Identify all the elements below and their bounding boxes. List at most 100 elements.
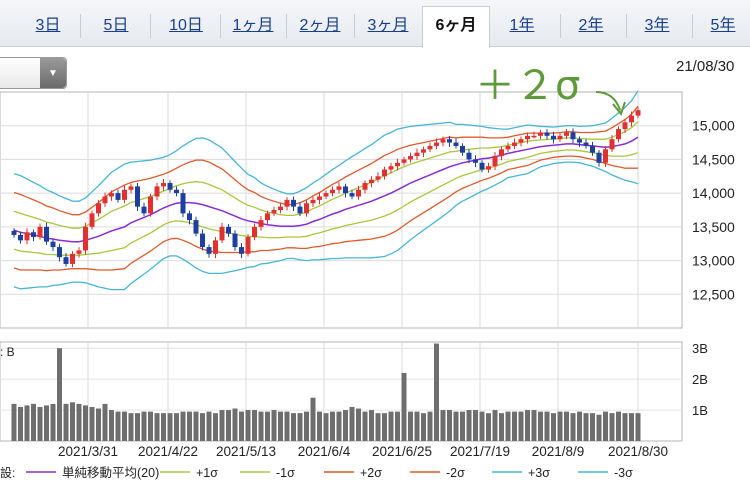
candle-body xyxy=(310,199,316,204)
candle-body xyxy=(122,189,127,200)
volume-bar xyxy=(245,410,251,441)
candle-body xyxy=(115,193,121,200)
price-tick-label: 14,000 xyxy=(692,185,735,201)
volume-bar xyxy=(213,413,218,441)
tab-1-year[interactable]: 1年 xyxy=(509,17,535,34)
volume-tick-label: 3B xyxy=(692,341,708,356)
candle-body xyxy=(434,142,439,146)
tab-5-days[interactable]: 5日 xyxy=(103,17,129,34)
candle-body xyxy=(629,115,634,123)
tab-3-days[interactable]: 3日 xyxy=(35,17,61,34)
tab-3-years[interactable]: 3年 xyxy=(644,17,670,34)
legend-label: -1σ xyxy=(276,466,295,480)
legend-label: +1σ xyxy=(196,466,218,480)
candle-body xyxy=(11,230,17,235)
candle-body xyxy=(128,186,134,190)
volume-bar xyxy=(421,413,426,441)
volume-bar xyxy=(388,411,394,441)
volume-bar xyxy=(635,413,641,441)
volume-bar xyxy=(89,406,95,441)
volume-bar xyxy=(167,413,173,441)
volume-bar xyxy=(590,413,595,441)
volume-bar xyxy=(356,408,361,441)
candle-body xyxy=(330,189,335,194)
chart-type-dropdown[interactable]: ▼ xyxy=(0,57,67,89)
candle-body xyxy=(551,135,556,140)
candle-body xyxy=(635,110,641,116)
legend-label: -2σ xyxy=(446,466,465,480)
date-axis: 2021/3/31 2021/4/22 2021/5/13 2021/6/4 2021/… xyxy=(58,444,668,459)
candle-body xyxy=(284,199,290,207)
candle-body xyxy=(525,135,530,140)
candle-body xyxy=(622,122,628,130)
volume-bar xyxy=(317,411,322,441)
volume-bar xyxy=(583,413,589,441)
dropdown-button[interactable]: ▼ xyxy=(40,58,66,88)
tab-5-years[interactable]: 5年 xyxy=(710,17,736,34)
volume-bar xyxy=(291,413,296,441)
volume-bar xyxy=(115,411,121,441)
volume-bar xyxy=(11,403,17,441)
volume-bar xyxy=(297,413,303,441)
candle-body xyxy=(271,210,277,214)
tab-3-months[interactable]: 3ヶ月 xyxy=(367,17,409,34)
date-tick-label: 2021/8/30 xyxy=(608,444,668,459)
volume-bar xyxy=(63,403,69,441)
volume-bar xyxy=(174,413,179,441)
volume-bar xyxy=(271,410,277,441)
volume-tick-label: 2B xyxy=(692,372,708,387)
tab-10-days[interactable]: 10日 xyxy=(169,17,203,34)
volume-bar xyxy=(154,413,160,441)
candle-body xyxy=(440,139,446,143)
volume-bar xyxy=(596,414,602,441)
volume-bar xyxy=(50,403,56,441)
volume-bar xyxy=(629,413,634,441)
tab-2-years[interactable]: 2年 xyxy=(578,17,604,34)
date-tick-label: 2021/4/22 xyxy=(138,444,198,459)
volume-bar xyxy=(304,411,309,441)
tab-separator xyxy=(692,14,693,38)
candle-body xyxy=(609,139,615,150)
volume-bar xyxy=(375,413,381,441)
price-tick-label: 13,500 xyxy=(692,219,735,235)
volume-bar xyxy=(258,411,264,441)
candle-body xyxy=(109,193,114,197)
candle-body xyxy=(323,193,329,197)
volume-bar xyxy=(161,413,166,441)
volume-bar xyxy=(622,413,628,441)
tab-1-month[interactable]: 1ヶ月 xyxy=(232,17,274,34)
volume-bar xyxy=(128,413,134,441)
tab-6-months[interactable]: 6ヶ月 xyxy=(422,6,490,48)
volume-bar xyxy=(83,405,88,441)
annotation-text: ＋２σ xyxy=(475,63,580,109)
candle-body xyxy=(89,213,95,227)
candle-body xyxy=(63,257,69,264)
candle-body xyxy=(167,183,173,190)
period-tab-bar: 3日 5日 10日 1ヶ月 2ヶ月 3ヶ月 6ヶ月 1年 2年 3年 5年 xyxy=(0,0,750,48)
legend-label: -3σ xyxy=(614,466,633,480)
volume-bar xyxy=(57,348,62,441)
volume-bar xyxy=(603,411,608,441)
volume-bar xyxy=(44,405,49,441)
volume-bar xyxy=(518,411,524,441)
volume-bar xyxy=(466,410,472,441)
volume-bar xyxy=(18,406,23,441)
volume-bar xyxy=(31,403,36,441)
volume-bar xyxy=(505,411,511,441)
volume-bar xyxy=(232,408,238,441)
annotation-arrow xyxy=(595,91,621,111)
volume-bar xyxy=(408,411,413,441)
volume-bar xyxy=(492,410,498,441)
candle-body xyxy=(466,152,472,160)
volume-bar xyxy=(414,411,420,441)
candle-body xyxy=(297,206,303,214)
candle-body xyxy=(265,213,270,221)
volume-bar xyxy=(37,406,43,441)
tab-2-months[interactable]: 2ヶ月 xyxy=(299,17,341,34)
candle-body xyxy=(564,132,569,136)
volume-bar xyxy=(453,411,459,441)
candle-body xyxy=(388,166,394,170)
volume-bar xyxy=(434,343,439,441)
legend-label: 単純移動平均(20) xyxy=(62,466,159,480)
volume-bar xyxy=(135,413,140,441)
